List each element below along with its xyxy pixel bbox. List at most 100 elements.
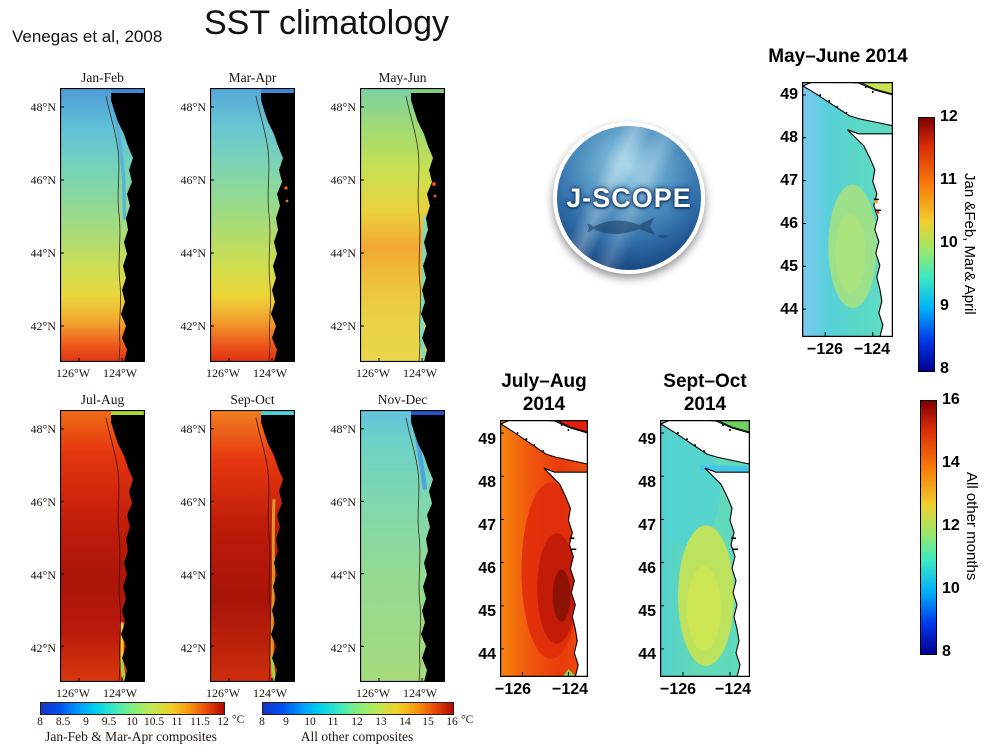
colorbar-tick: 14 <box>399 716 411 728</box>
lat-label: 44°N <box>180 246 206 260</box>
lat-label: 46°N <box>180 173 206 187</box>
land <box>261 414 295 682</box>
colorbar-winter-2014 <box>918 117 935 372</box>
land <box>261 93 295 362</box>
axis-ticks <box>360 428 423 682</box>
frame <box>360 88 445 362</box>
forecast-title-may-june: May–June 2014 <box>768 46 908 67</box>
jscope-logo: J-SCOPE <box>553 122 705 274</box>
coast-contour <box>405 417 421 682</box>
fish-icon <box>587 217 669 238</box>
warm-estuary-spot <box>432 182 436 186</box>
island-speckle <box>836 105 839 108</box>
colorbar-tick: 15 <box>422 716 434 728</box>
colorbar-tick: 14 <box>942 454 960 471</box>
lon-label: 124°W <box>402 366 438 380</box>
land <box>411 93 445 362</box>
inlet-mark <box>733 548 738 551</box>
lat-label: 42°N <box>180 641 206 655</box>
land-north <box>802 82 893 127</box>
forecast-title-sept-oct: Sept–Oct <box>663 371 747 392</box>
lon-label: −126 <box>806 341 844 358</box>
lat-label: 48°N <box>180 422 206 436</box>
island-speckle <box>694 444 696 447</box>
colorbar-caption: All other composites <box>300 729 414 744</box>
warm-patch <box>835 213 866 294</box>
colorbar-tick: 13 <box>375 716 387 728</box>
colorbar-tick: 10 <box>304 716 316 728</box>
colorbar-tick: 9.5 <box>101 716 117 728</box>
lat-label: 44°N <box>30 246 56 260</box>
map-may-jun <box>360 88 445 362</box>
map-july-aug-2014 <box>500 420 588 677</box>
land <box>111 414 145 682</box>
lat-label: 47 <box>780 172 798 189</box>
lat-label: 47 <box>638 517 656 534</box>
strait-of-georgia-water <box>555 420 588 433</box>
colorbar-unit: °C <box>461 714 474 726</box>
frame <box>210 88 295 362</box>
panel-title-mar-apr: Mar-Apr <box>228 70 277 85</box>
island-speckle <box>542 450 544 453</box>
coastal-cool-spot <box>562 668 577 677</box>
strait-water <box>111 88 145 93</box>
lon-label: 126°W <box>55 686 91 700</box>
coast-contour <box>255 417 271 682</box>
colorbar-tick: 8.5 <box>55 716 71 728</box>
lat-label: 44°N <box>180 568 206 582</box>
lon-label: −126 <box>494 681 532 698</box>
island-speckle <box>677 432 679 435</box>
colorbar-axis-label: All other months <box>963 472 980 581</box>
frame <box>210 410 295 682</box>
lat-label: 46°N <box>330 173 356 187</box>
strait-water <box>261 410 295 415</box>
attribution-text: Venegas et al, 2008 <box>12 27 163 46</box>
warm-core <box>552 569 571 622</box>
colorbar-tick: 16 <box>942 391 960 408</box>
colorbar-tick: 12 <box>217 716 229 728</box>
panel-title-jan-feb: Jan-Feb <box>81 70 124 85</box>
lat-label: 44 <box>638 646 656 663</box>
land-south <box>543 467 588 677</box>
island-speckle <box>871 90 874 93</box>
frame <box>500 420 588 677</box>
colorbar-tick: 11.5 <box>190 716 210 728</box>
colorbar-tick: 8 <box>940 360 949 377</box>
lat-label: 48 <box>638 474 656 491</box>
land-south <box>704 467 750 677</box>
map-jan-feb <box>60 88 145 362</box>
axis-ticks <box>500 432 569 677</box>
axis-ticks <box>210 428 273 682</box>
frame <box>660 420 750 677</box>
island-speckle <box>864 85 867 88</box>
lon-label: 124°W <box>402 686 438 700</box>
lat-label: 49 <box>638 431 656 448</box>
colorbar-tick: 9 <box>940 297 949 314</box>
frame <box>60 88 145 362</box>
lat-label: 47 <box>478 517 496 534</box>
colorbar-tick: 11 <box>327 716 339 728</box>
coast-contour <box>105 95 121 362</box>
colorbar-tick: 8 <box>942 643 951 660</box>
lat-label: 46°N <box>30 173 56 187</box>
cold-coastal-band <box>110 99 127 221</box>
lat-label: 49 <box>780 86 798 103</box>
coast-contour <box>255 95 271 362</box>
lat-label: 48°N <box>330 100 356 114</box>
land <box>111 93 145 362</box>
colorbar-tick: 10 <box>126 716 138 728</box>
island-speckle <box>828 99 831 102</box>
map-mar-apr <box>210 88 295 362</box>
island-speckle <box>560 424 563 427</box>
strait-of-georgia-water <box>859 82 893 95</box>
warm-estuary-spot <box>284 186 288 190</box>
frame <box>360 410 445 682</box>
lat-label: 44 <box>780 301 798 318</box>
panel-title-nov-dec: Nov-Dec <box>377 392 428 407</box>
lat-label: 48°N <box>330 422 356 436</box>
forecast-title-year: 2014 <box>522 394 566 415</box>
map-may-june-2014 <box>802 82 893 337</box>
lat-label: 42°N <box>330 319 356 333</box>
forecast-title-year: 2014 <box>683 394 727 415</box>
